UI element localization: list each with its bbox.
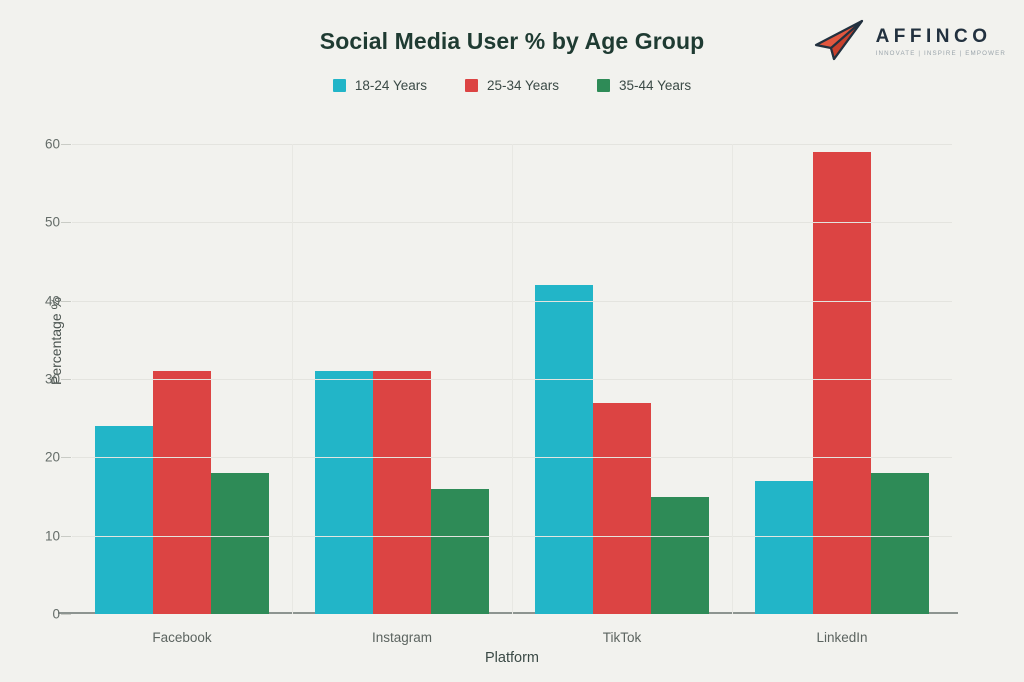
y-tick-label: 60	[44, 136, 60, 152]
bar-group: TikTok	[512, 144, 732, 645]
bar[interactable]	[211, 473, 269, 614]
legend-swatch-icon	[464, 79, 478, 92]
y-tick-mark	[61, 379, 71, 380]
bar[interactable]	[755, 480, 813, 614]
y-tick-mark	[61, 457, 71, 459]
y-tick-mark	[61, 300, 71, 302]
bar[interactable]	[813, 151, 871, 614]
y-tick-label: 30	[44, 371, 60, 387]
bar[interactable]	[651, 496, 709, 614]
y-tick-mark	[61, 614, 71, 615]
legend-label: 18-24 Years	[354, 78, 427, 93]
gridline-vertical	[292, 144, 293, 614]
x-tick-label: LinkedIn	[816, 630, 868, 645]
chart-title: Social Media User % by Age Group	[319, 28, 705, 54]
chart-legend: 18-24 Years 25-34 Years 35-44 Years	[0, 78, 1024, 93]
y-tick-label: 0	[52, 606, 60, 622]
paper-plane-icon	[814, 19, 863, 61]
y-tick-label: 40	[44, 293, 60, 309]
plot-area: Facebook Instagram TikTok LinkedIn 0 10 20 30 4…	[45, 137, 958, 645]
y-tick-mark	[61, 535, 71, 537]
x-axis-line	[58, 612, 958, 614]
bar[interactable]	[431, 488, 489, 614]
legend-swatch-icon	[597, 79, 611, 92]
gridline-vertical	[732, 144, 733, 614]
bar[interactable]	[315, 371, 373, 614]
bar[interactable]	[593, 402, 651, 614]
x-axis-title: Platform	[485, 650, 539, 666]
x-tick-label: Facebook	[152, 630, 212, 645]
bar-group: Instagram	[292, 144, 512, 645]
logo-tagline-text: INNOVATE | INSPIRE | EMPOWER	[875, 49, 1006, 57]
x-tick-label: Instagram	[371, 630, 433, 645]
logo-brand-text: AFFINCO	[875, 26, 992, 48]
x-tick-label: TikTok	[602, 630, 642, 645]
y-tick-label: 10	[44, 528, 60, 544]
bar[interactable]	[95, 426, 153, 614]
legend-item[interactable]: 18-24 Years	[332, 78, 427, 93]
bar-groups: Facebook Instagram TikTok LinkedIn	[72, 144, 952, 645]
legend-label: 25-34 Years	[486, 78, 560, 93]
bar[interactable]	[871, 473, 929, 614]
y-tick-mark	[61, 222, 71, 224]
bar-group: LinkedIn	[732, 144, 952, 645]
affinco-logo: AFFINCO INNOVATE | INSPIRE | EMPOWER	[810, 18, 1006, 64]
gridline-vertical	[512, 144, 513, 614]
legend-swatch-icon	[332, 79, 346, 92]
bar[interactable]	[535, 285, 593, 614]
y-tick-label: 20	[44, 449, 60, 465]
y-tick-label: 50	[44, 214, 60, 230]
bar[interactable]	[153, 371, 211, 614]
y-tick-mark	[61, 144, 71, 145]
legend-label: 35-44 Years	[619, 78, 692, 93]
legend-item[interactable]: 25-34 Years	[464, 78, 560, 93]
legend-item[interactable]: 35-44 Years	[597, 78, 691, 93]
bar-group: Facebook	[72, 144, 292, 645]
bar[interactable]	[373, 371, 431, 614]
